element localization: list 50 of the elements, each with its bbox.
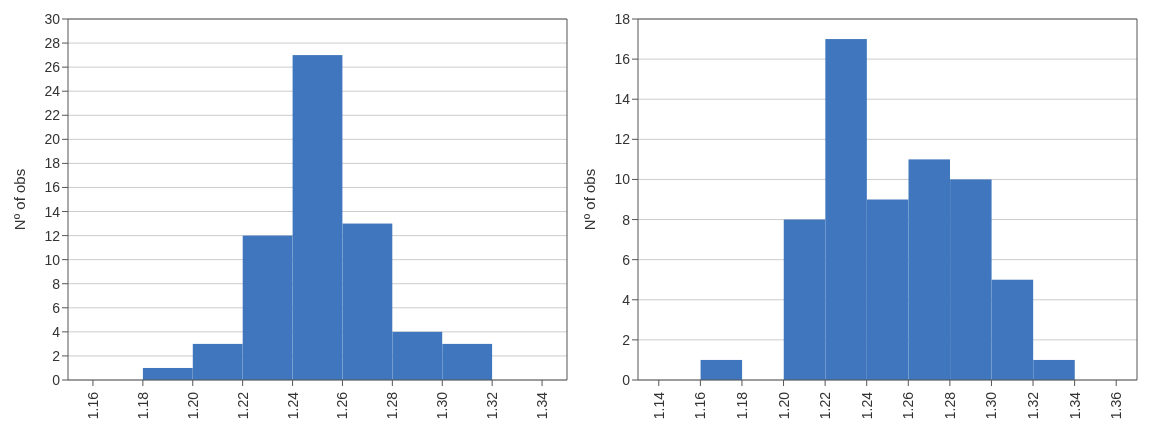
x-tick-label: 1.30 — [983, 391, 1000, 420]
x-tick-label: 1.26 — [900, 391, 917, 420]
y-tick-label: 26 — [44, 59, 61, 76]
y-tick-label: 2 — [622, 331, 631, 348]
y-tick-label: 10 — [44, 251, 61, 268]
y-tick-label: 4 — [622, 291, 631, 308]
y-tick-label: 8 — [622, 211, 631, 228]
y-tick-label: 18 — [614, 10, 631, 27]
x-tick-label: 1.32 — [1025, 391, 1042, 420]
y-tick-label: 12 — [44, 227, 61, 244]
x-tick-label: 1.16 — [692, 391, 709, 420]
y-tick-label: 16 — [614, 51, 631, 68]
x-tick-label: 1.34 — [1066, 391, 1083, 420]
x-tick-label: 1.18 — [134, 391, 151, 420]
y-tick-label: 12 — [614, 131, 631, 148]
y-axis-title: Nº of obs — [581, 168, 599, 231]
y-tick-label: 6 — [622, 251, 631, 268]
y-tick-label: 0 — [622, 371, 631, 388]
y-tick-label: 2 — [52, 347, 61, 364]
x-tick-label: 1.20 — [184, 391, 201, 420]
y-tick-label: 6 — [52, 299, 61, 316]
y-tick-label: 30 — [44, 10, 61, 27]
x-tick-label: 1.14 — [650, 391, 667, 420]
x-tick-label: 1.22 — [234, 391, 251, 420]
x-tick-label: 1.22 — [817, 391, 834, 420]
x-tick-label: 1.28 — [384, 391, 401, 420]
x-tick-label: 1.30 — [434, 391, 451, 420]
y-tick-label: 22 — [44, 107, 61, 124]
y-tick-label: 4 — [52, 323, 61, 340]
y-tick-label: 24 — [44, 83, 61, 100]
y-tick-label: 14 — [44, 203, 61, 220]
x-tick-label: 1.24 — [858, 391, 875, 420]
x-tick-label: 1.34 — [534, 391, 551, 420]
x-tick-label: 1.18 — [733, 391, 750, 420]
y-tick-label: 0 — [52, 371, 61, 388]
y-tick-label: 28 — [44, 35, 61, 52]
y-tick-label: 10 — [614, 171, 631, 188]
x-tick-label: 1.28 — [941, 391, 958, 420]
y-tick-label: 8 — [52, 275, 61, 292]
y-tick-label: 18 — [44, 155, 61, 172]
x-tick-label: 1.24 — [284, 391, 301, 420]
x-tick-label: 1.32 — [484, 391, 501, 420]
x-tick-label: 1.20 — [775, 391, 792, 420]
y-axis-title: Nº of obs — [11, 168, 29, 231]
y-tick-label: 14 — [614, 91, 631, 108]
y-tick-label: 20 — [44, 131, 61, 148]
x-tick-label: 1.16 — [84, 391, 101, 420]
y-tick-label: 16 — [44, 179, 61, 196]
x-tick-label: 1.26 — [334, 391, 351, 420]
x-tick-label: 1.36 — [1108, 391, 1125, 420]
